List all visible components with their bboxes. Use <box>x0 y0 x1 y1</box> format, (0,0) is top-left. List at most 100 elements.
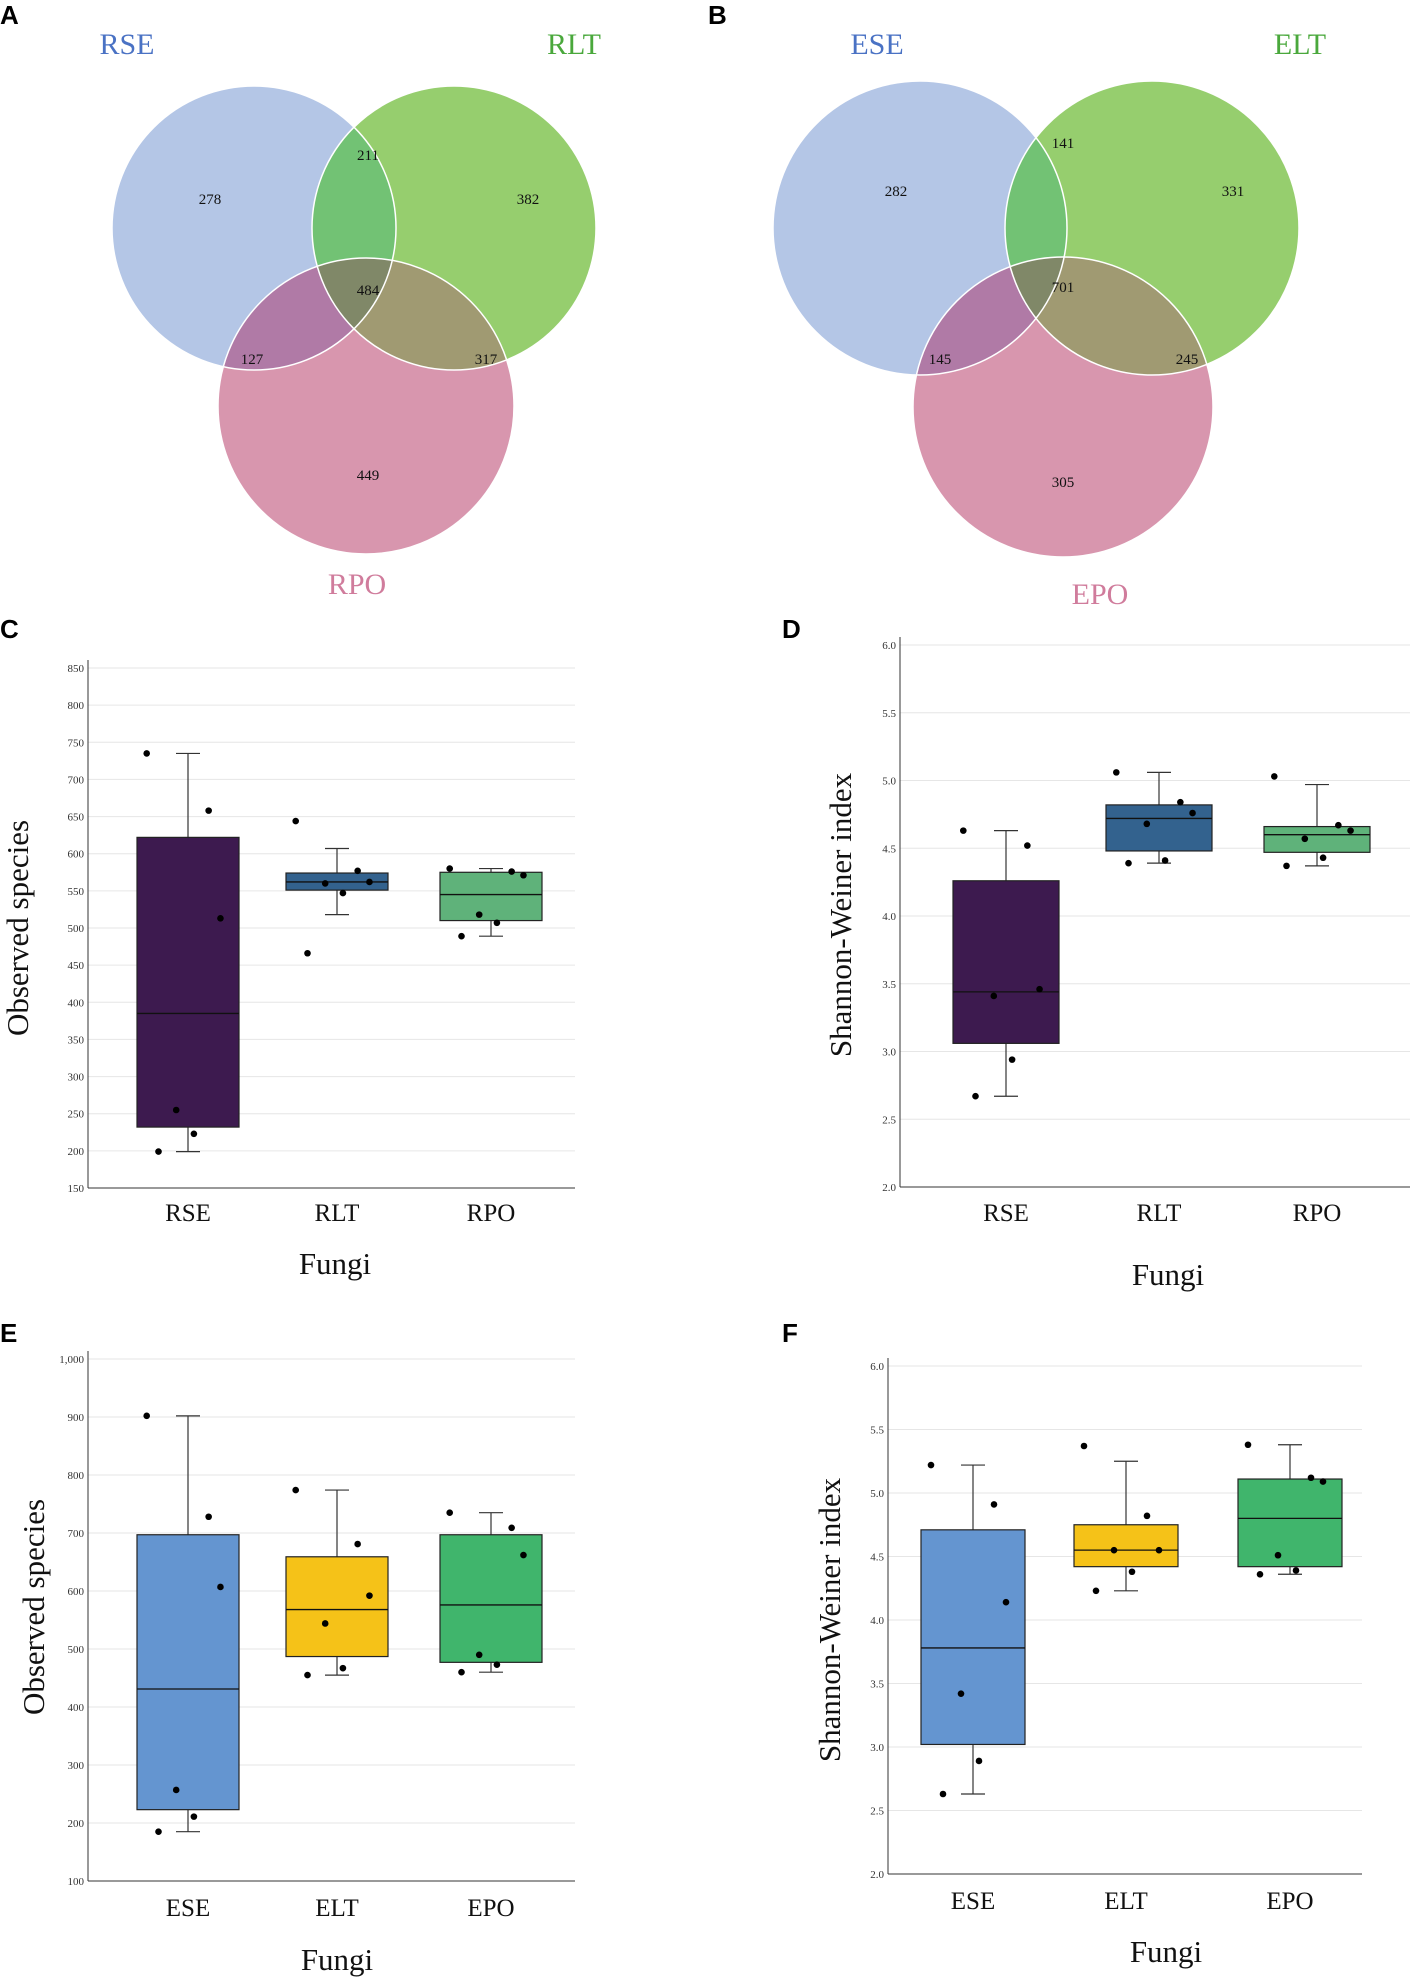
data-point <box>304 949 311 957</box>
y-axis-title: Observed species <box>0 820 35 1036</box>
y-tick-label: 3.0 <box>882 1047 896 1059</box>
data-point <box>960 827 967 834</box>
y-tick-label: 4.0 <box>870 1615 884 1627</box>
data-point <box>1002 1598 1010 1606</box>
panel-letter-b: B <box>708 0 727 30</box>
data-point <box>292 1486 300 1494</box>
data-point <box>1283 862 1290 870</box>
data-point <box>217 1583 224 1591</box>
data-point <box>1256 1570 1264 1578</box>
data-point <box>354 867 361 875</box>
data-point <box>366 1592 373 1599</box>
y-tick-label: 250 <box>68 1109 85 1121</box>
venn-region-only-3: 305 <box>1052 475 1075 491</box>
y-tick-label: 300 <box>68 1760 85 1772</box>
data-point <box>1024 842 1031 849</box>
venn-outline-elt <box>1004 80 1300 376</box>
y-tick-label: 6.0 <box>870 1361 884 1373</box>
box-group-rlt: RLT <box>1105 769 1213 1227</box>
data-point <box>143 750 150 757</box>
data-point <box>1347 827 1354 834</box>
venn-region-only-1: 278 <box>199 192 222 208</box>
data-point <box>304 1671 311 1679</box>
data-point <box>190 1813 198 1820</box>
x-tick-label-rse: RSE <box>983 1200 1029 1227</box>
y-tick-label: 4.5 <box>870 1552 884 1564</box>
data-point <box>155 1148 162 1155</box>
data-point <box>458 932 465 940</box>
data-point <box>1143 820 1151 828</box>
data-point <box>1301 835 1309 843</box>
venn-overlap-rlt-rpo <box>312 258 514 370</box>
data-point <box>354 1540 361 1548</box>
x-tick-label-rlt: RLT <box>1137 1200 1182 1227</box>
x-tick-label-elt: ELT <box>1104 1888 1148 1915</box>
data-point <box>1161 857 1169 864</box>
box-group-elt: ELT <box>1073 1442 1179 1915</box>
data-point <box>975 1757 983 1765</box>
panel-letter-f: F <box>782 1318 798 1348</box>
data-point <box>520 1551 527 1559</box>
y-tick-label: 2.5 <box>870 1806 884 1818</box>
data-point <box>1155 1546 1163 1554</box>
data-point <box>1036 985 1043 993</box>
boxplot-e: 100 200 300 400 500 600 700 800 900 1,000 Observed… <box>16 1351 575 1977</box>
data-point <box>339 889 347 897</box>
y-tick-label: 3.5 <box>882 979 896 991</box>
venn-region-all: 701 <box>1052 280 1075 296</box>
y-tick-label: 400 <box>68 997 85 1009</box>
box-group-rlt: RLT <box>285 817 389 1227</box>
box-rlt <box>1105 804 1213 852</box>
venn-overlap-group <box>1005 257 1213 375</box>
venn-outline-rpo <box>217 257 515 555</box>
box-rpo <box>439 871 543 922</box>
data-point <box>446 1509 454 1516</box>
venn-region-1-2: 211 <box>357 148 379 164</box>
data-point <box>1008 1056 1016 1063</box>
venn-region-only-2: 382 <box>517 192 540 208</box>
data-point <box>321 880 329 887</box>
x-tick-label-ese: ESE <box>951 1888 995 1915</box>
x-tick-label-elt: ELT <box>315 1895 359 1922</box>
venn-overlap-group <box>913 257 1067 375</box>
data-point <box>458 1668 465 1676</box>
box-group-elt: ELT <box>285 1486 389 1922</box>
y-tick-label: 700 <box>68 1528 85 1540</box>
venn-a: RSE RLT RPO 278 382 449 211 127 317 484 <box>99 28 600 601</box>
data-point <box>190 1130 198 1138</box>
y-tick-label: 5.0 <box>870 1488 884 1500</box>
y-axis-title: Shannon-Weiner index <box>812 1477 847 1762</box>
data-point <box>927 1461 935 1469</box>
data-point <box>493 919 501 927</box>
x-tick-label-rlt: RLT <box>315 1200 360 1227</box>
data-point <box>1271 773 1278 780</box>
data-point <box>990 1501 998 1508</box>
data-point <box>339 1664 347 1672</box>
y-tick-label: 200 <box>68 1818 85 1830</box>
y-tick-label: 3.5 <box>870 1679 884 1691</box>
data-point <box>1177 798 1184 806</box>
y-tick-label: 550 <box>68 886 85 898</box>
data-point <box>1125 859 1132 867</box>
y-tick-label: 5.0 <box>882 776 896 788</box>
box-elt <box>1073 1524 1179 1568</box>
y-tick-label: 850 <box>68 663 85 675</box>
y-tick-label: 200 <box>68 1146 85 1158</box>
y-tick-label: 700 <box>68 774 85 786</box>
box-group-rpo: RPO <box>1263 773 1371 1227</box>
y-tick-label: 800 <box>68 1470 85 1482</box>
data-point <box>155 1828 162 1835</box>
data-point <box>475 911 483 918</box>
x-tick-label-rpo: RPO <box>1293 1200 1342 1227</box>
box-rse <box>952 880 1060 1044</box>
data-point <box>143 1412 150 1420</box>
data-point <box>205 807 212 814</box>
venn-set-label-elt: ELT <box>1274 28 1326 61</box>
venn-set-label-ese: ESE <box>850 28 903 61</box>
venn-set-label-rse: RSE <box>99 28 154 61</box>
y-tick-label: 600 <box>68 849 85 861</box>
venn-region-only-2: 331 <box>1222 184 1245 200</box>
venn-set-label-epo: EPO <box>1072 578 1129 611</box>
data-point <box>446 865 454 872</box>
x-tick-label-rse: RSE <box>165 1200 211 1227</box>
